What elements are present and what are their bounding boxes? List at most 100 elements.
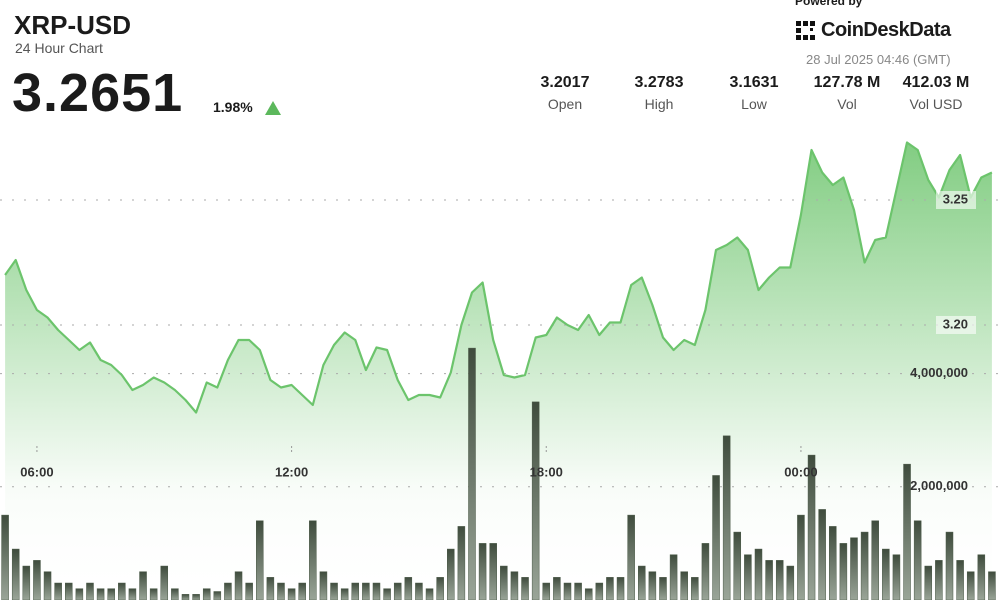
volume-bar [287, 588, 296, 600]
volume-bar [213, 591, 222, 600]
volume-bar [309, 520, 317, 600]
volume-bar [521, 577, 529, 600]
volume-bar [701, 543, 710, 600]
stat-value: 127.78 M [813, 74, 881, 91]
volume-bar [892, 554, 901, 600]
volume-bar [627, 514, 635, 600]
volume-bar [531, 401, 540, 600]
volume-bar [744, 554, 752, 600]
volume-bar [648, 571, 657, 600]
volume-bar [988, 571, 996, 600]
volume-bar [234, 571, 243, 600]
volume-bar [256, 520, 264, 600]
volume-bar [298, 582, 306, 600]
brand-icon [796, 20, 815, 40]
x-tick-label: 18:00 [530, 464, 563, 479]
brand: CoinDeskData [821, 19, 951, 41]
stat-value: 3.2783 [634, 74, 684, 91]
y2-tick-label: 4,000,000 [910, 365, 968, 380]
volume-bar [839, 543, 848, 600]
volume-bar [415, 582, 423, 600]
y-tick-label: 3.20 [943, 316, 968, 331]
stat: 3.2017 Open [515, 74, 615, 112]
volume-bar [563, 582, 572, 600]
volume-bar [595, 582, 604, 600]
timestamp: 28 Jul 2025 04:46 (GMT) [806, 52, 951, 67]
volume-bar [945, 531, 954, 600]
stat-label: Open [547, 96, 583, 112]
volume-bar [362, 582, 370, 600]
volume-bar [882, 548, 890, 600]
volume-bar [616, 577, 625, 600]
price-change: 1.98% [213, 99, 253, 115]
label-bg [936, 191, 976, 209]
volume-bar [924, 565, 933, 600]
volume-bar [775, 560, 784, 600]
stat-label: Vol USD [909, 96, 963, 112]
volume-bar [383, 588, 391, 600]
volume-bar [500, 565, 508, 600]
volume-bar [733, 531, 742, 600]
volume-bar [351, 582, 360, 600]
stat-label: Low [741, 96, 767, 112]
volume-bar [11, 548, 20, 600]
volume-bar [478, 543, 487, 600]
volume-bar [542, 582, 551, 600]
volume-bar [669, 554, 678, 600]
volume-bar [202, 588, 211, 600]
x-tick-label: 12:00 [275, 464, 308, 479]
volume-bar [818, 509, 826, 600]
volume-bar [797, 514, 805, 600]
volume-bar [128, 588, 137, 600]
price-area [5, 142, 992, 600]
volume-bar [266, 577, 275, 600]
volume-bar [691, 577, 699, 600]
stat-label: Vol [837, 96, 857, 112]
volume-bar [712, 475, 720, 600]
volume-bar [606, 577, 614, 600]
volume-bar [829, 526, 837, 600]
volume-bar [638, 565, 646, 600]
volume-bar [584, 588, 593, 600]
volume-bar [913, 520, 922, 600]
volume-bar [192, 594, 200, 600]
stat-value: 3.1631 [729, 74, 779, 91]
volume-bar [722, 435, 731, 600]
label-bg [936, 316, 976, 334]
volume-bar [425, 588, 434, 600]
volume-bar [330, 582, 338, 600]
volume-bar [22, 565, 31, 600]
volume-bar [510, 571, 519, 600]
stat: 412.03 M Vol USD [886, 74, 986, 112]
volume-bar [65, 582, 73, 600]
volume-bar [659, 577, 667, 600]
volume-bar [54, 582, 62, 600]
volume-bar [468, 347, 476, 600]
subtitle: 24 Hour Chart [15, 40, 103, 56]
volume-bar [86, 582, 94, 600]
powered-by: Powered by [795, 0, 863, 8]
volume-bar [966, 571, 975, 600]
volume-bar [553, 577, 561, 600]
volume-bar [277, 582, 285, 600]
volume-bar [96, 588, 105, 600]
volume-bar [574, 582, 582, 600]
x-tick-label: 06:00 [20, 464, 53, 479]
volume-bar [107, 588, 115, 600]
volume-bar [786, 565, 795, 600]
volume-bar [457, 526, 466, 600]
volume-bar [956, 560, 964, 600]
volume-bar [139, 571, 147, 600]
x-tick-label: 00:00 [784, 464, 817, 479]
brand-logo: CoinDeskData [795, 19, 951, 42]
volume-bar [43, 571, 52, 600]
volume-bar [860, 531, 869, 600]
volume-bar [436, 577, 444, 600]
y2-tick-label: 2,000,000 [910, 478, 968, 493]
volume-bar [149, 588, 158, 600]
volume-bar [1, 514, 9, 600]
volume-bar [160, 565, 169, 600]
price-line [4, 141, 993, 414]
